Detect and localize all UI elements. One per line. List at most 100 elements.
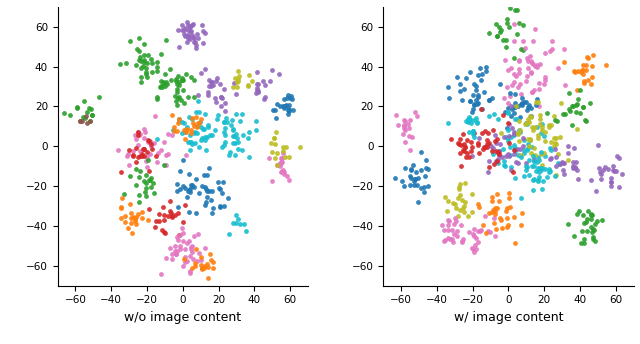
Point xyxy=(260,82,270,88)
Point xyxy=(583,77,593,83)
Point xyxy=(410,176,420,181)
Point xyxy=(137,152,147,157)
Point xyxy=(460,144,470,150)
Point xyxy=(522,107,532,113)
Point xyxy=(515,130,525,135)
Point xyxy=(483,141,493,146)
Point xyxy=(473,92,483,98)
Point xyxy=(493,149,503,154)
Point xyxy=(238,132,248,138)
Point xyxy=(243,84,253,89)
Point xyxy=(577,228,588,234)
Point xyxy=(453,195,463,201)
Point xyxy=(124,163,134,168)
Point xyxy=(279,171,289,176)
Point xyxy=(285,94,296,99)
Point xyxy=(456,142,466,148)
Point xyxy=(161,255,171,260)
Point xyxy=(156,83,166,88)
Point xyxy=(490,138,500,143)
Point xyxy=(512,8,522,13)
Point xyxy=(177,22,187,27)
Point xyxy=(166,132,177,138)
Point xyxy=(186,246,196,251)
Point xyxy=(492,33,502,38)
Point xyxy=(492,205,502,210)
Point xyxy=(65,112,76,117)
Point xyxy=(582,228,592,234)
Point xyxy=(220,139,230,144)
Point xyxy=(468,129,478,134)
Point xyxy=(483,169,493,175)
Point xyxy=(509,55,519,61)
Point xyxy=(476,228,486,234)
Point xyxy=(408,162,418,168)
Point xyxy=(161,38,171,43)
Point xyxy=(161,84,171,89)
Point xyxy=(586,225,596,230)
Point xyxy=(166,211,176,216)
Point xyxy=(415,167,426,173)
Point xyxy=(478,146,488,151)
Point xyxy=(516,195,526,201)
Point xyxy=(471,83,481,89)
Point xyxy=(484,114,494,119)
Point xyxy=(512,117,522,122)
Point xyxy=(161,162,171,168)
Point xyxy=(605,179,616,184)
Point xyxy=(480,213,490,218)
Point xyxy=(279,105,289,111)
Point xyxy=(509,22,519,27)
Point xyxy=(493,116,503,122)
Point xyxy=(189,184,199,189)
Point xyxy=(180,185,190,191)
Point xyxy=(499,58,509,63)
Point xyxy=(460,144,470,150)
Point xyxy=(509,214,519,220)
Point xyxy=(196,124,206,130)
Point xyxy=(243,72,253,77)
Point xyxy=(217,144,227,150)
Point xyxy=(502,84,513,90)
Point xyxy=(570,69,580,75)
Point xyxy=(484,31,494,36)
Point xyxy=(208,83,218,88)
Point xyxy=(540,153,550,159)
Point xyxy=(252,87,262,92)
Point xyxy=(608,167,618,172)
Point xyxy=(546,122,556,128)
Point xyxy=(476,106,486,111)
Point xyxy=(606,180,616,185)
Point xyxy=(147,60,157,66)
Point xyxy=(588,63,598,68)
Point xyxy=(183,34,193,39)
Point xyxy=(198,29,208,34)
Point xyxy=(548,143,559,149)
Point xyxy=(567,122,577,128)
Point xyxy=(191,42,201,47)
Point xyxy=(588,234,598,240)
Point xyxy=(519,173,529,179)
Point xyxy=(514,118,524,124)
Point xyxy=(200,111,211,117)
Point xyxy=(260,95,270,100)
Point xyxy=(120,219,131,224)
Point xyxy=(204,124,214,130)
Point xyxy=(182,258,193,263)
Point xyxy=(237,111,247,117)
Point xyxy=(163,131,173,137)
Point xyxy=(152,59,162,65)
Point xyxy=(551,141,561,147)
Point xyxy=(490,161,500,167)
Point xyxy=(184,132,195,138)
Point xyxy=(172,128,182,133)
Point xyxy=(202,147,212,153)
Point xyxy=(139,41,149,46)
Point xyxy=(196,137,206,142)
Point xyxy=(282,173,292,179)
Point xyxy=(280,103,290,108)
Point xyxy=(493,24,504,30)
Point xyxy=(182,124,192,130)
Point xyxy=(130,217,140,222)
Point xyxy=(582,54,592,60)
